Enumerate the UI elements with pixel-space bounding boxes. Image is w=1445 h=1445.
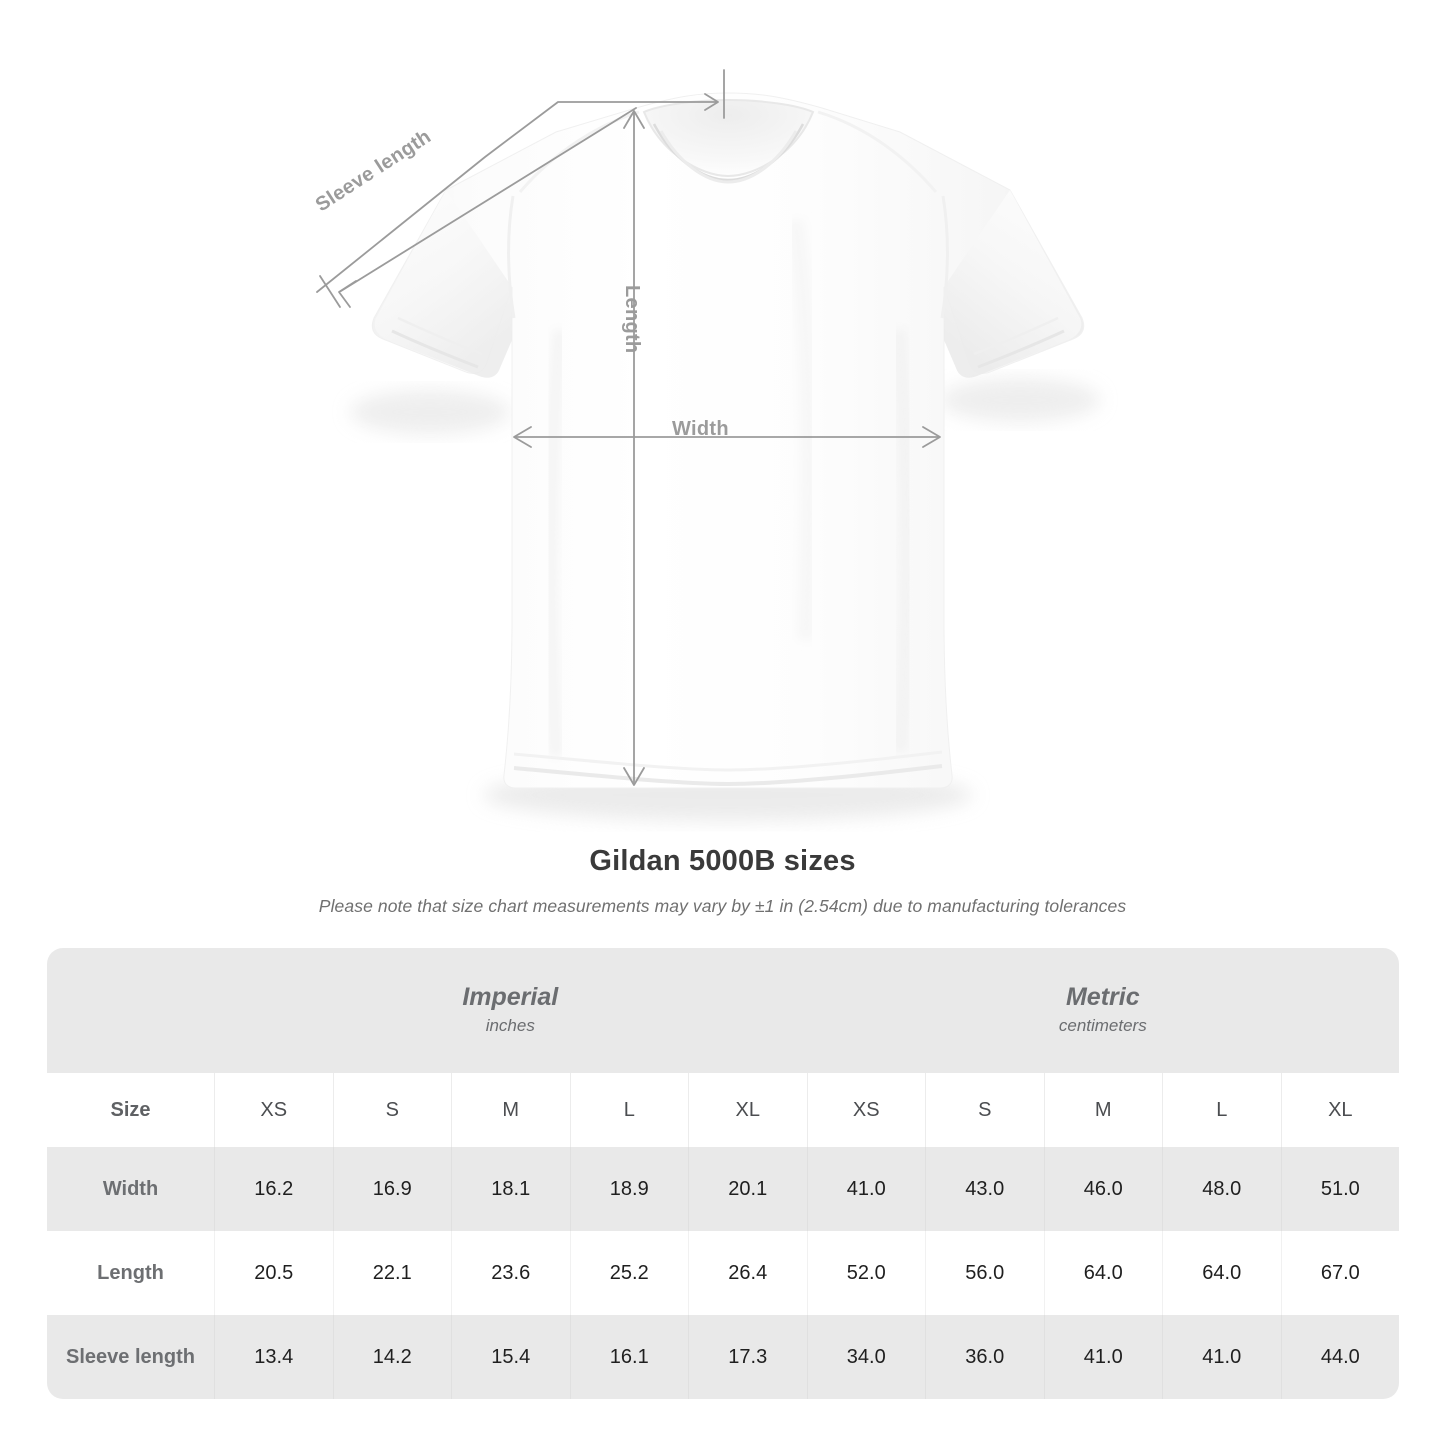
length-arrow (623, 110, 645, 786)
cell-length-imp-m: 23.6 (451, 1231, 570, 1315)
cell-width-met-xl: 51.0 (1280, 1147, 1400, 1231)
size-chart-table-container: Imperial inches Metric centimeters Size … (47, 948, 1400, 1399)
cell-width-met-s: 43.0 (925, 1147, 1044, 1231)
tshirt-collar (642, 98, 815, 178)
cell-length-met-l: 64.0 (1162, 1231, 1281, 1315)
cell-length-met-xl: 67.0 (1280, 1231, 1400, 1315)
column-header-met-m: M (1043, 1073, 1163, 1147)
cell-sleeve-met-s: 36.0 (925, 1315, 1044, 1399)
column-header-imp-s: S (332, 1073, 451, 1147)
unit-group-metric-name: Metric (1065, 983, 1140, 1012)
cell-sleeve-met-l: 41.0 (1162, 1315, 1281, 1399)
row-label-width: Width (47, 1147, 214, 1231)
size-chart-table: Imperial inches Metric centimeters Size … (47, 948, 1400, 1399)
fabric-fold-center (786, 218, 819, 641)
shoulder-seam-left (518, 110, 640, 193)
unit-group-metric-sub: centimeters (1058, 1016, 1147, 1036)
cell-length-imp-s: 22.1 (332, 1231, 451, 1315)
column-header-met-l: L (1162, 1073, 1281, 1147)
sleeve-hem-left-inner (397, 316, 483, 356)
sleeve-length-arrow (319, 107, 637, 308)
column-header-met-xl: XL (1280, 1073, 1400, 1147)
sleeve-shadow-right (940, 378, 1100, 422)
sleeve-hem-right-inner (973, 316, 1059, 356)
table-row: Width 16.2 16.9 18.1 18.9 20.1 41.0 43.0… (47, 1147, 1400, 1231)
width-dimension-label: Width (672, 418, 729, 440)
fabric-fold-left (543, 329, 567, 757)
tolerance-note: Please note that size chart measurements… (318, 896, 1127, 916)
cell-sleeve-imp-l: 16.1 (569, 1315, 688, 1399)
column-header-imp-l: L (569, 1073, 688, 1147)
tshirt-sleeve-left (374, 190, 512, 378)
column-header-imp-xl: XL (688, 1073, 807, 1147)
cell-length-imp-xs: 20.5 (214, 1231, 333, 1315)
length-dimension-label: Length (621, 285, 643, 354)
unit-group-imperial-name: Imperial (462, 983, 559, 1012)
cell-sleeve-imp-xs: 13.4 (214, 1315, 333, 1399)
column-header-met-s: S (925, 1073, 1044, 1147)
cell-width-imp-xl: 20.1 (688, 1147, 807, 1231)
unit-group-imperial: Imperial inches (214, 948, 807, 1073)
tshirt-sleeve-right (944, 190, 1082, 378)
collar-ribbing (659, 130, 798, 184)
shoulder-seam-right (817, 110, 938, 193)
unit-group-spacer (47, 948, 214, 1073)
column-header-size: Size (47, 1073, 214, 1147)
cell-sleeve-met-xl: 44.0 (1280, 1315, 1400, 1399)
unit-group-row: Imperial inches Metric centimeters (47, 948, 1400, 1073)
row-label-length: Length (47, 1231, 214, 1315)
cell-length-imp-l: 25.2 (569, 1231, 688, 1315)
size-header-row: Size XS S M L XL XS S M L XL (47, 1073, 1400, 1147)
cell-sleeve-imp-m: 15.4 (451, 1315, 570, 1399)
armhole-seam-right (940, 195, 949, 319)
sleeve-hem-left (391, 329, 479, 369)
fabric-fold-right (890, 329, 916, 753)
shoulder-reference-arrow (316, 69, 725, 293)
cell-width-imp-l: 18.9 (569, 1147, 688, 1231)
tshirt-bottom-hem-inner (513, 750, 943, 772)
size-chart-heading: Gildan 5000B sizes Please note that size… (0, 845, 1445, 917)
tshirt-measurement-diagram: Sleeve length Length Width (312, 69, 1100, 821)
cell-length-met-xs: 52.0 (806, 1231, 926, 1315)
table-row: Sleeve length 13.4 14.2 15.4 16.1 17.3 3… (47, 1315, 1400, 1399)
cell-width-imp-m: 18.1 (451, 1147, 570, 1231)
cell-width-met-l: 48.0 (1162, 1147, 1281, 1231)
cell-sleeve-imp-xl: 17.3 (688, 1315, 807, 1399)
cell-width-imp-s: 16.9 (332, 1147, 451, 1231)
column-header-imp-xs: XS (214, 1073, 333, 1147)
cell-length-met-m: 64.0 (1043, 1231, 1163, 1315)
tshirt-bottom-hem (513, 764, 943, 787)
cell-sleeve-imp-s: 14.2 (332, 1315, 451, 1399)
armhole-seam-left (507, 195, 516, 319)
unit-group-metric: Metric centimeters (806, 948, 1400, 1073)
sleeve-hem-right (977, 329, 1065, 369)
width-arrow (513, 426, 941, 448)
page-title: Gildan 5000B sizes (589, 845, 856, 877)
column-header-imp-m: M (451, 1073, 570, 1147)
cell-width-met-xs: 41.0 (806, 1147, 926, 1231)
table-row: Length 20.5 22.1 23.6 25.2 26.4 52.0 56.… (47, 1231, 1400, 1315)
cell-sleeve-met-m: 41.0 (1043, 1315, 1163, 1399)
cell-length-imp-xl: 26.4 (688, 1231, 807, 1315)
cell-width-imp-xs: 16.2 (214, 1147, 333, 1231)
tshirt-illustration (316, 69, 1100, 821)
row-label-sleeve-length: Sleeve length (47, 1315, 214, 1399)
unit-group-imperial-sub: inches (485, 1016, 535, 1036)
cell-width-met-m: 46.0 (1043, 1147, 1163, 1231)
cell-sleeve-met-xs: 34.0 (806, 1315, 926, 1399)
column-header-met-xs: XS (806, 1073, 926, 1147)
sleeve-shadow-left (350, 390, 510, 434)
cell-length-met-s: 56.0 (925, 1231, 1044, 1315)
